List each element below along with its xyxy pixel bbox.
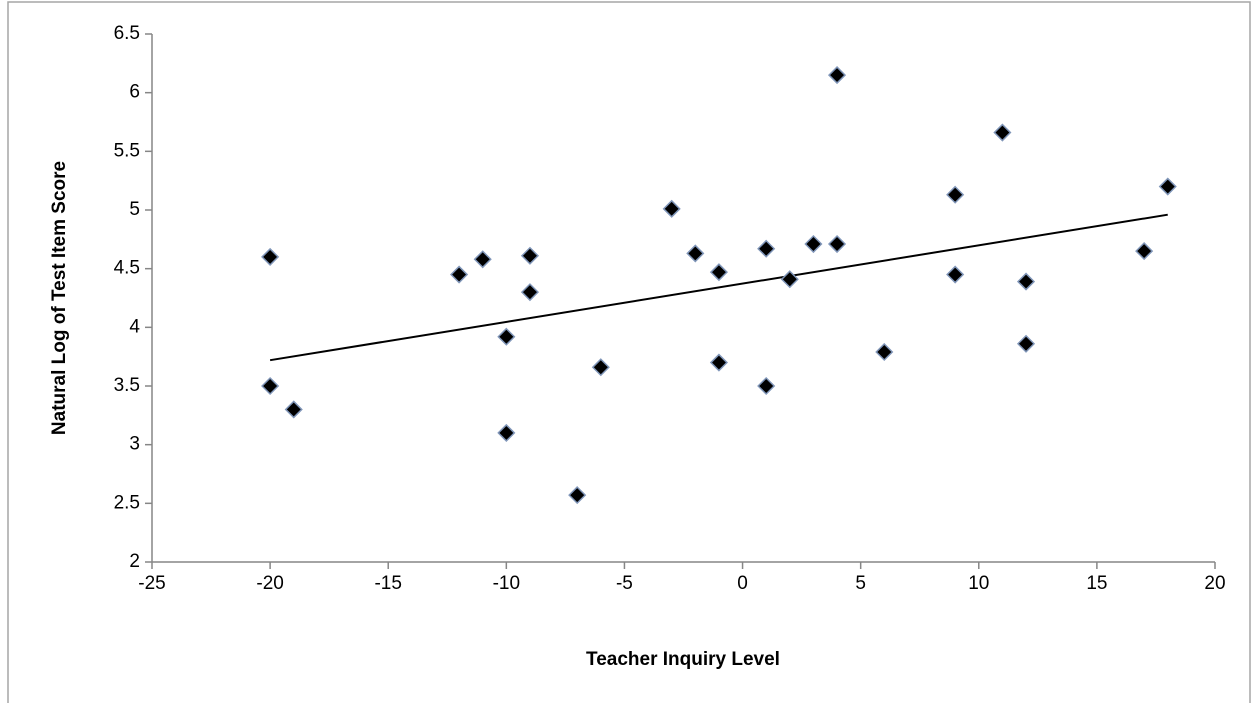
- x-tick-label: -20: [256, 573, 283, 594]
- x-tick-label: 20: [1204, 573, 1225, 594]
- y-tick-label: 2.5: [114, 492, 140, 513]
- y-axis-title: Natural Log of Test Item Score: [49, 161, 70, 435]
- y-tick-label: 4.5: [114, 258, 140, 279]
- x-axis-title: Teacher Inquiry Level: [586, 649, 780, 670]
- y-tick-label: 6.5: [114, 23, 140, 44]
- data-point: [473, 250, 492, 269]
- y-tick-label: 2: [129, 551, 140, 572]
- x-tick-label: -10: [493, 573, 520, 594]
- data-point: [662, 199, 681, 218]
- data-point: [875, 342, 894, 362]
- data-point: [757, 239, 776, 258]
- data-point: [1158, 177, 1177, 196]
- data-point: [520, 246, 540, 265]
- data-point: [827, 234, 847, 254]
- data-point: [497, 327, 516, 346]
- data-point: [568, 486, 587, 505]
- y-tick-label: 3.5: [114, 375, 140, 396]
- data-point: [497, 423, 516, 442]
- data-point: [520, 283, 540, 302]
- data-point: [1135, 242, 1154, 261]
- data-point: [993, 123, 1012, 142]
- data-point: [284, 400, 303, 419]
- data-point: [450, 265, 469, 284]
- data-point: [261, 247, 280, 266]
- data-point: [1016, 272, 1036, 291]
- data-point: [709, 263, 728, 282]
- x-tick-label: 0: [737, 573, 748, 594]
- x-tick-label: -5: [616, 573, 633, 594]
- x-tick-label: -15: [374, 573, 401, 594]
- data-point: [1016, 334, 1036, 353]
- y-tick-label: 3: [129, 434, 140, 455]
- data-point: [780, 270, 799, 289]
- data-point: [591, 358, 610, 377]
- data-point: [827, 66, 847, 85]
- y-tick-label: 5: [129, 199, 140, 220]
- data-point: [946, 265, 965, 284]
- x-tick-label: -25: [138, 573, 165, 594]
- x-tick-label: 5: [855, 573, 866, 594]
- data-point: [946, 185, 965, 204]
- y-tick-label: 5.5: [114, 140, 140, 161]
- y-tick-label: 6: [129, 82, 140, 103]
- x-tick-label: 10: [968, 573, 989, 594]
- data-point: [686, 244, 705, 263]
- y-tick-label: 4: [129, 316, 140, 337]
- data-point: [709, 353, 728, 372]
- chart-border: [7, 1, 1251, 703]
- data-point: [757, 376, 776, 396]
- x-tick-label: 15: [1086, 573, 1107, 594]
- trendline: [269, 213, 1168, 362]
- data-point: [804, 234, 823, 254]
- data-point: [261, 376, 280, 396]
